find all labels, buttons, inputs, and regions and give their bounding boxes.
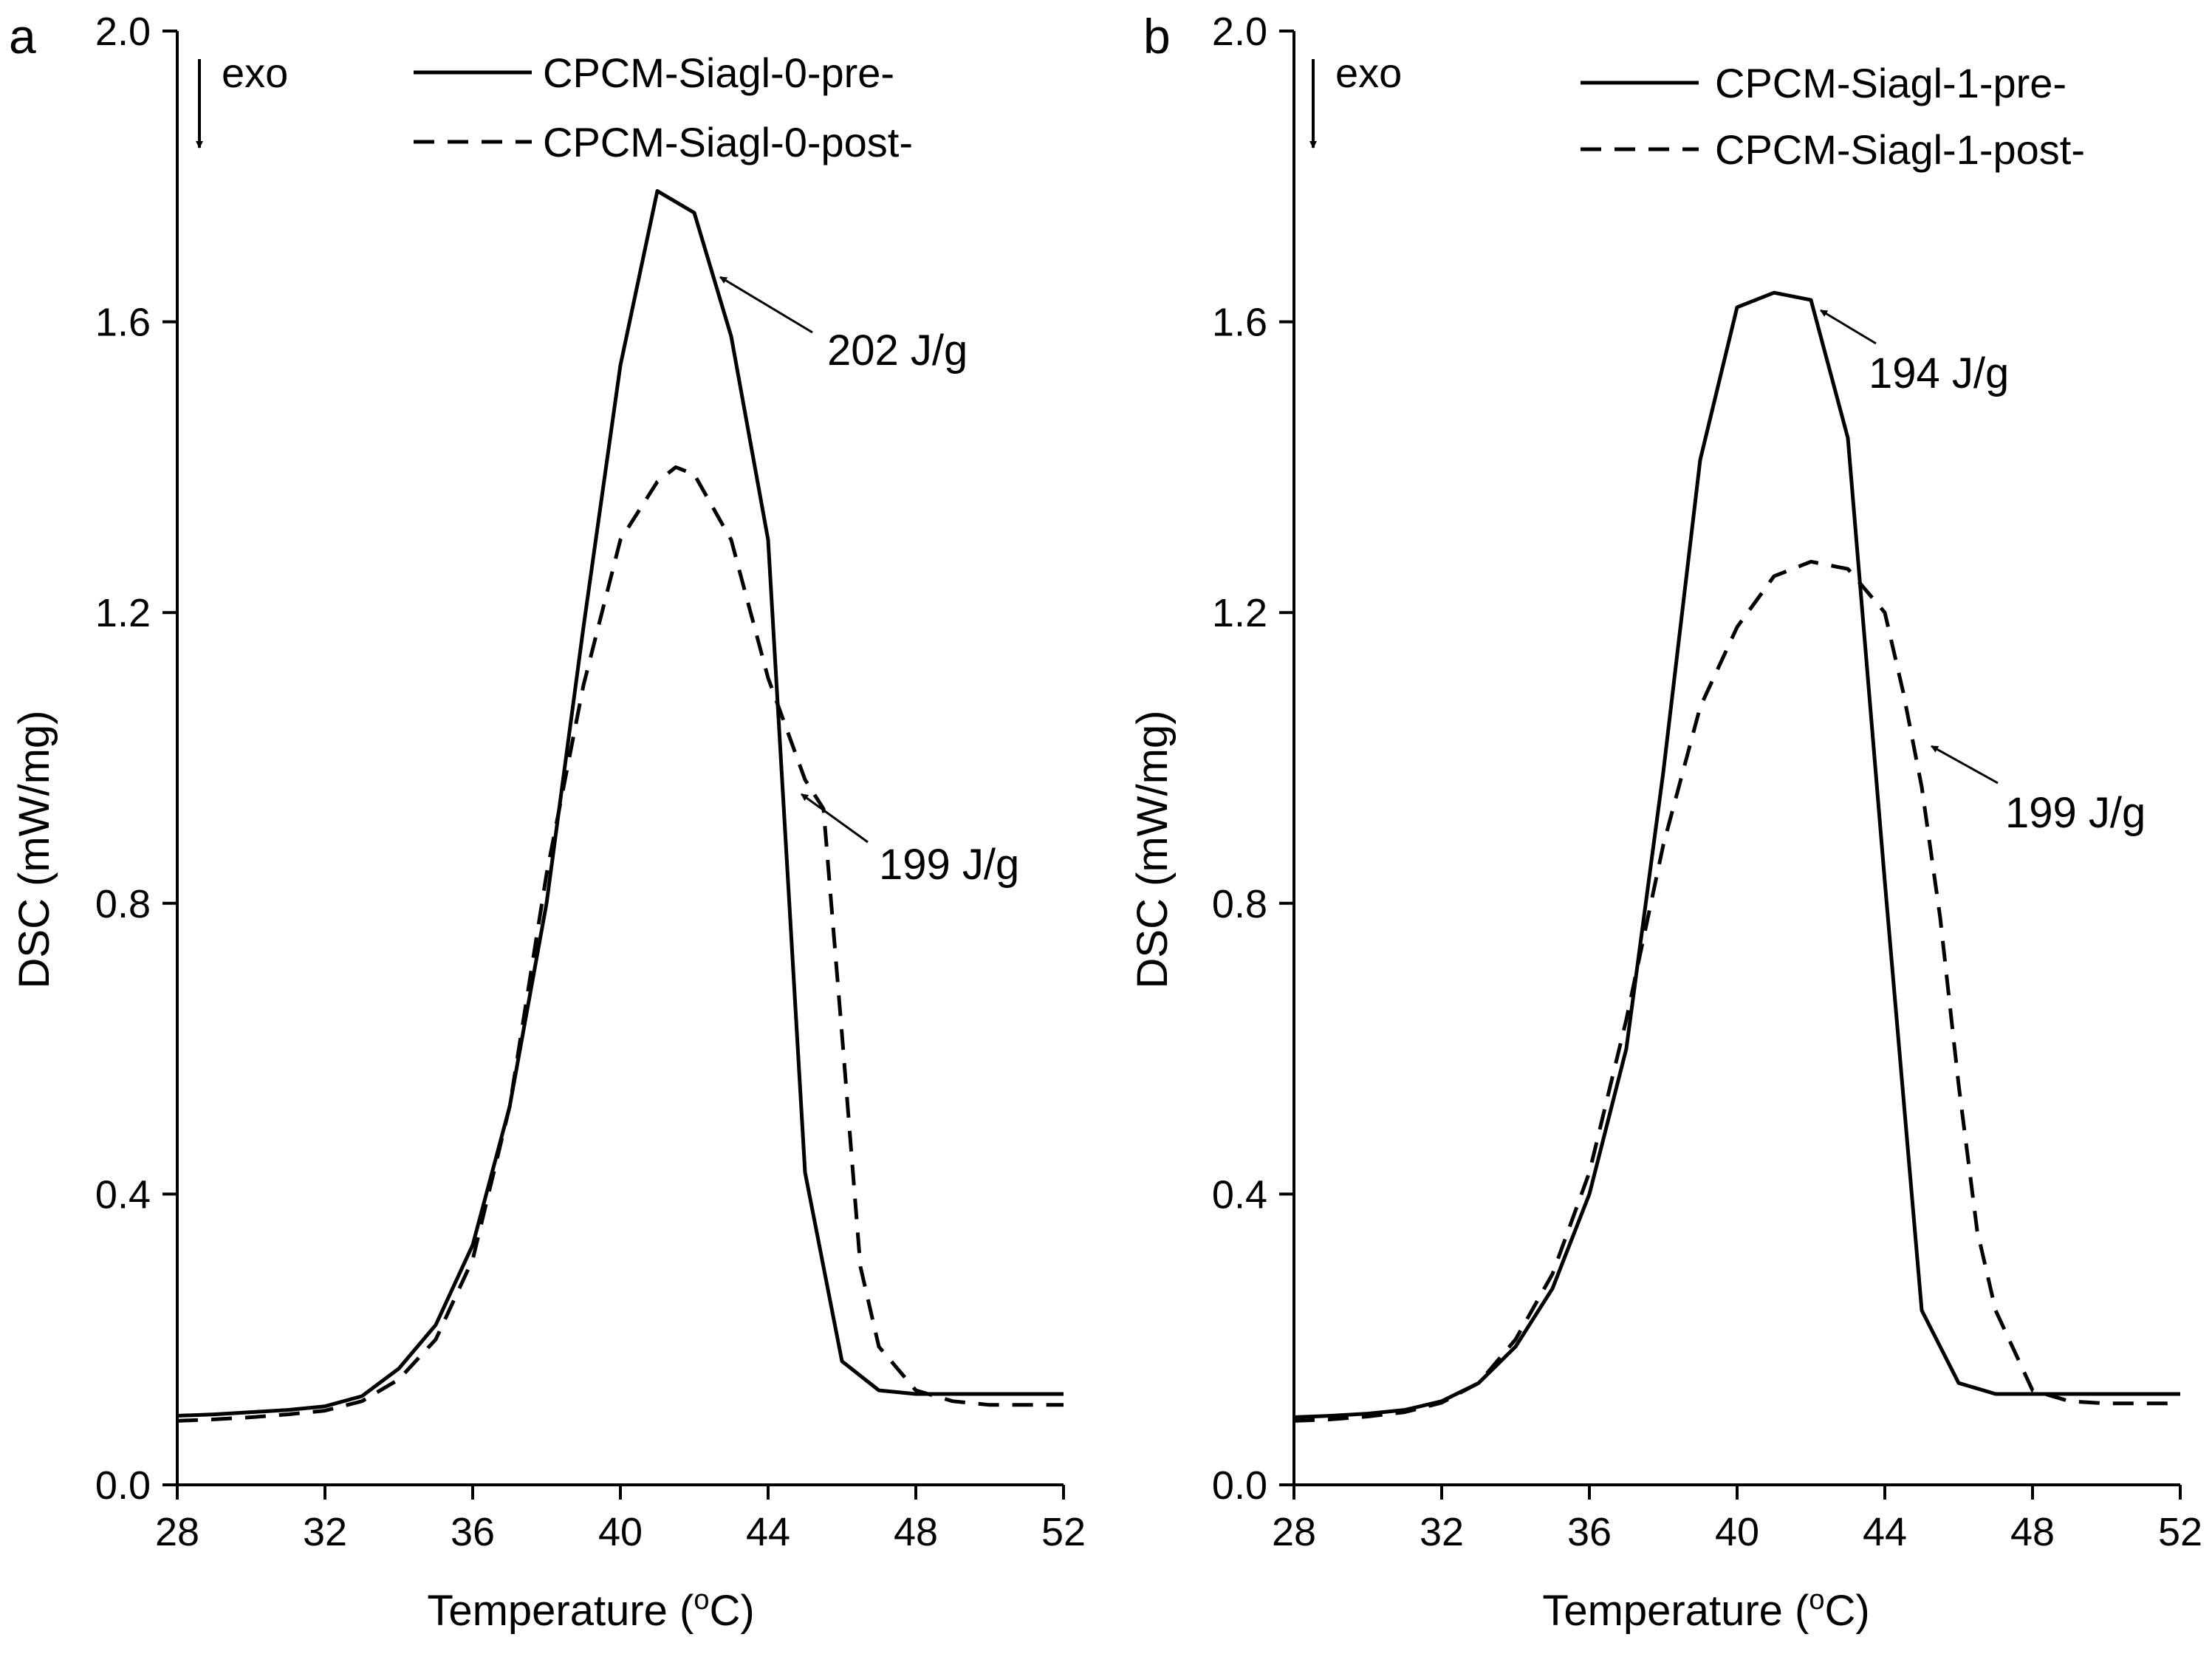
annotation-arrow-b-0 (1820, 309, 1877, 345)
panel-b: b 28 32 36 40 44 48 52 0.0 0.4 0.8 1.2 1.6 2.0 DSC (… (1129, 9, 2202, 1635)
series-a (177, 189, 1064, 1423)
y-axis-title-a: DSC (mW/mg) (10, 711, 58, 989)
annotation-arrow-a-0 (719, 276, 813, 334)
annotation-arrow-a-1 (801, 793, 869, 844)
exo-indicator-a: exo (196, 49, 288, 148)
annotation-b-1: 199 J/g (1931, 745, 2146, 837)
annotation-label-b-0: 194 J/g (1869, 349, 2009, 397)
x-tick-label-a-0: 28 (155, 1510, 199, 1554)
x-tick-label-b-4: 44 (1863, 1510, 1907, 1554)
x-tick-label-a-4: 44 (746, 1510, 790, 1554)
x-tick-label-b-2: 36 (1567, 1510, 1612, 1554)
x-tick-label-b-6: 52 (2158, 1510, 2202, 1554)
y-tick-label-a-3: 1.2 (95, 591, 151, 635)
panel-a: a 28 32 36 40 44 48 52 0.0 0.4 0.8 1.2 1.6 2.0 DSC (… (9, 9, 1086, 1635)
x-axis-title-b: Temperature (oC) (1542, 1585, 1869, 1635)
legend-label-b-1: CPCM-Siagl-1-post- (1715, 126, 2085, 173)
series-b (1293, 290, 2180, 1423)
x-tick-label-b-0: 28 (1272, 1510, 1316, 1554)
annotation-label-a-0: 202 J/g (827, 327, 968, 375)
annotation-a-0: 202 J/g (719, 276, 968, 375)
annotation-a-1: 199 J/g (801, 793, 1019, 889)
y-axis-title-b: DSC (mW/mg) (1129, 711, 1177, 989)
y-tick-label-b-3: 1.2 (1212, 591, 1267, 635)
axes-b (1279, 30, 2182, 1500)
legend-b: CPCM-Siagl-1-pre- CPCM-Siagl-1-post- (1581, 60, 2085, 173)
x-tick-label-a-2: 36 (451, 1510, 495, 1554)
y-tick-label-b-2: 0.8 (1212, 882, 1267, 926)
y-tick-label-a-4: 1.6 (95, 301, 151, 345)
exo-label-b: exo (1335, 49, 1402, 96)
legend-label-a-1: CPCM-Siagl-0-post- (543, 119, 913, 165)
axes-a (162, 30, 1065, 1500)
annotation-label-a-1: 199 J/g (879, 841, 1019, 889)
x-tick-label-b-1: 32 (1420, 1510, 1464, 1554)
y-tick-label-a-5: 2.0 (95, 10, 151, 54)
annotation-b-0: 194 J/g (1820, 309, 2009, 397)
tick-labels-a: 28 32 36 40 44 48 52 0.0 0.4 0.8 1.2 1.6 2.0 (95, 10, 1086, 1554)
x-tick-label-a-5: 48 (894, 1510, 938, 1554)
series-line-a-1 (177, 465, 1064, 1423)
panel-letter-a: a (9, 9, 36, 64)
x-tick-label-b-3: 40 (1715, 1510, 1759, 1554)
panel-letter-b: b (1143, 9, 1171, 64)
x-tick-label-a-6: 52 (1041, 1510, 1086, 1554)
y-tick-label-b-5: 2.0 (1212, 10, 1267, 54)
exo-indicator-b: exo (1309, 49, 1402, 148)
y-tick-label-a-0: 0.0 (95, 1463, 151, 1508)
y-tick-label-a-2: 0.8 (95, 882, 151, 926)
x-tick-label-a-3: 40 (598, 1510, 643, 1554)
exo-label-a: exo (222, 49, 288, 96)
annotation-arrow-b-1 (1931, 745, 1999, 785)
y-tick-label-b-1: 0.4 (1212, 1172, 1267, 1217)
legend-a: CPCM-Siagl-0-pre- CPCM-Siagl-0-post- (414, 49, 913, 165)
y-tick-label-a-1: 0.4 (95, 1172, 151, 1217)
tick-labels-b: 28 32 36 40 44 48 52 0.0 0.4 0.8 1.2 1.6 2.0 (1212, 10, 2202, 1554)
x-axis-title-sup-b: o (1809, 1585, 1824, 1616)
x-tick-label-b-5: 48 (2010, 1510, 2055, 1554)
legend-label-b-0: CPCM-Siagl-1-pre- (1715, 60, 2067, 106)
y-tick-label-b-0: 0.0 (1212, 1463, 1267, 1508)
series-line-b-1 (1293, 559, 2180, 1423)
x-tick-label-a-1: 32 (303, 1510, 347, 1554)
series-line-a-0 (177, 189, 1064, 1418)
x-axis-title-a: Temperature (oC) (427, 1585, 754, 1635)
legend-label-a-0: CPCM-Siagl-0-pre- (543, 49, 894, 96)
series-line-b-0 (1293, 290, 2180, 1419)
x-axis-title-sup-a: o (694, 1585, 709, 1616)
y-tick-label-b-4: 1.6 (1212, 301, 1267, 345)
annotation-label-b-1: 199 J/g (2005, 789, 2146, 837)
